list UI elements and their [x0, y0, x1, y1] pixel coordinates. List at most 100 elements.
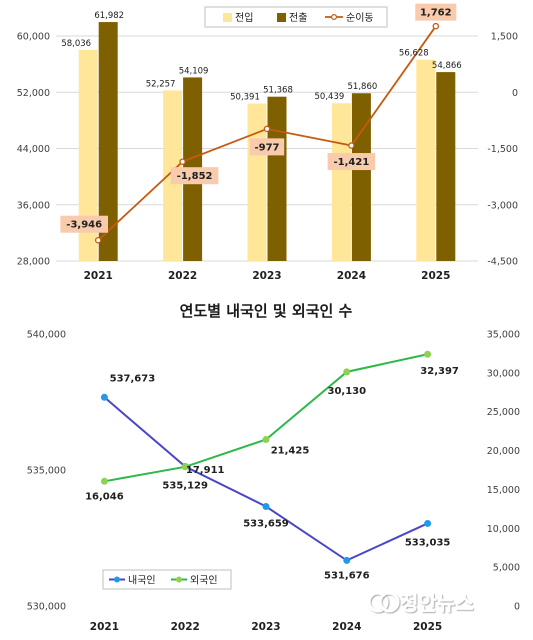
- watermark-text: 정안뉴스: [400, 591, 474, 615]
- net-migration-value-label-box: [170, 167, 219, 185]
- foreign-point: [100, 477, 108, 485]
- foreign-value-label: 30,130: [328, 386, 367, 397]
- x-tick-label: 2021: [84, 270, 113, 282]
- y-right-tick-label: -1,500: [487, 144, 518, 155]
- move-in-value-label: 52,257: [146, 79, 176, 89]
- y-left-tick-label: 52,000: [17, 88, 50, 99]
- y-right-tick-label: 1,500: [491, 32, 518, 43]
- population-chart: 연도별 내국인 및 외국인 수 537,673 535,129 533,659 531…: [27, 302, 520, 633]
- net-migration-value-label: -977: [254, 142, 279, 153]
- x-tick-label: 2025: [413, 621, 442, 633]
- net-migration-value-label-box: [60, 215, 108, 233]
- net-migration-value-label-box: [327, 153, 376, 171]
- legend-swatch-domestic-point: [114, 576, 120, 583]
- move-out-value-label: 51,860: [348, 82, 378, 92]
- x-tick-label: 2022: [168, 270, 197, 282]
- y-right-tick-label: 5,000: [493, 563, 520, 574]
- bar-move-out: [267, 96, 287, 261]
- net-migration-value-label-box: [415, 3, 457, 21]
- legend-label-domestic: 내국인: [128, 575, 156, 587]
- legend-swatch-move-out: [277, 13, 286, 22]
- foreign-value-label: 17,911: [186, 465, 225, 476]
- y-right-tick-label: 15,000: [487, 485, 520, 496]
- y-left-tick-label: 44,000: [17, 144, 50, 155]
- bar-move-in: [247, 103, 267, 261]
- foreign-value-label: 21,425: [271, 445, 310, 456]
- net-migration-polyline: [97, 25, 437, 241]
- foreign-point: [424, 350, 432, 358]
- domestic-value-label: 535,129: [162, 480, 208, 491]
- bar-move-out: [98, 22, 118, 262]
- move-in-value-label: 50,391: [230, 93, 260, 103]
- foreign-value-label: 32,397: [420, 366, 459, 377]
- bar-move-out: [351, 93, 371, 261]
- y-left-tick-label: 535,000: [27, 466, 66, 477]
- x-tick-label: 2023: [252, 270, 281, 282]
- population-data-labels: 537,673 535,129 533,659 531,676 533,035 16,04…: [85, 366, 459, 581]
- move-out-value-label: 51,368: [263, 86, 293, 96]
- legend-swatch-net-point: [331, 14, 338, 21]
- domestic-value-label: 531,676: [324, 570, 370, 581]
- legend-swatch-foreign-point: [176, 576, 182, 583]
- x-tick-label: 2024: [332, 621, 361, 633]
- y-right-tick-label: 10,000: [487, 524, 520, 535]
- y-right-tick-label: -3,000: [487, 200, 518, 211]
- move-out-value-label: 61,982: [94, 11, 124, 21]
- domestic-point: [262, 502, 270, 510]
- domestic-point: [424, 519, 432, 527]
- y-right-tick-label: 20,000: [487, 446, 520, 457]
- domestic-point: [100, 393, 108, 401]
- domestic-value-label: 533,035: [405, 537, 451, 548]
- legend-label-foreign: 외국인: [190, 575, 218, 587]
- watermark: 정안뉴스: [367, 591, 474, 615]
- y-right-tick-label: 35,000: [487, 330, 520, 341]
- foreign-point: [181, 463, 189, 471]
- move-out-value-label: 54,109: [179, 66, 209, 76]
- bar-move-in: [416, 59, 436, 261]
- legend-label-move-out: 전출: [289, 12, 307, 24]
- x-tick-label: 2025: [421, 270, 450, 282]
- domestic-point: [343, 556, 351, 564]
- y-right-tick-label: 0: [514, 602, 520, 613]
- bar-move-out: [436, 72, 456, 261]
- foreign-point: [262, 435, 270, 443]
- net-migration-line: [94, 22, 440, 244]
- migration-axes: 60,000 52,000 44,000 36,000 28,000 1,500 0 -1,5…: [17, 32, 518, 283]
- legend-label-net: 순이동: [346, 12, 374, 24]
- net-migration-value-label: 1,762: [420, 8, 452, 19]
- domestic-value-label: 537,673: [110, 373, 156, 384]
- y-left-tick-label: 530,000: [27, 602, 66, 613]
- y-right-tick-label: 25,000: [487, 407, 520, 418]
- foreign-value-label: 16,046: [85, 491, 124, 502]
- y-left-tick-label: 540,000: [27, 330, 66, 341]
- net-migration-value-label-box: [249, 138, 285, 156]
- x-tick-label: 2022: [171, 621, 200, 633]
- net-migration-value-label: -1,421: [334, 157, 370, 168]
- net-migration-point: [179, 158, 186, 165]
- net-migration-value-label: -3,946: [66, 220, 102, 231]
- legend-swatch-move-in: [223, 13, 232, 22]
- y-right-tick-label: 0: [512, 88, 518, 99]
- legend-label-move-in: 전입: [235, 11, 253, 24]
- y-right-tick-label: -4,500: [487, 257, 518, 268]
- net-migration-point: [263, 125, 271, 133]
- x-tick-label: 2021: [90, 621, 119, 633]
- population-lines: [100, 350, 432, 564]
- x-tick-label: 2024: [337, 270, 366, 282]
- legend-frame: [102, 569, 232, 590]
- jeongan-news-logo-icon: [367, 591, 400, 613]
- foreign-point: [343, 368, 351, 376]
- net-migration-point: [348, 142, 355, 149]
- x-tick-label: 2023: [251, 621, 280, 633]
- population-chart-title: 연도별 내국인 및 외국인 수: [180, 302, 353, 320]
- move-in-value-label: 56,628: [399, 49, 429, 59]
- population-axes: 540,000 535,000 530,000 35,000 30,000 25,000 2…: [27, 330, 520, 634]
- bar-move-in: [78, 49, 98, 262]
- domestic-value-label: 533,659: [243, 518, 289, 529]
- net-migration-point: [94, 236, 102, 244]
- move-out-value-label: 54,866: [432, 61, 462, 71]
- move-in-value-label: 50,439: [315, 92, 345, 102]
